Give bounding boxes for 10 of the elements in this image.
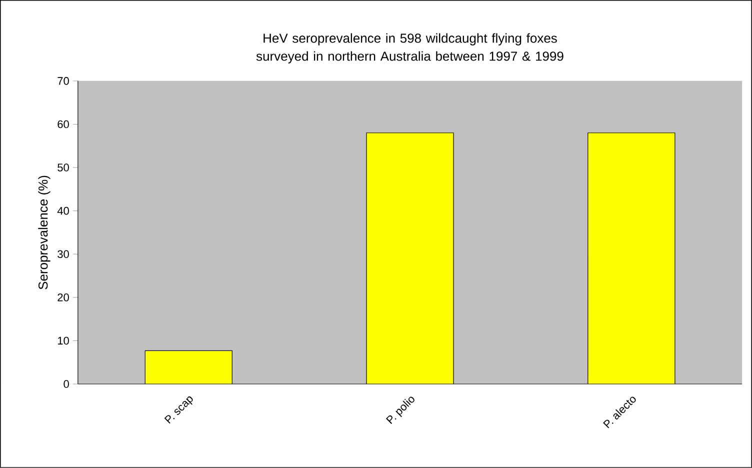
y-tick-label: 30 (58, 250, 69, 258)
y-tick-label: 40 (57, 206, 69, 215)
y-tick-label: 20 (58, 294, 69, 302)
y-tick-label: 0 (64, 380, 69, 388)
y-axis-title: Seroprevalence (%) (38, 176, 50, 290)
y-tick-label: 50 (58, 164, 69, 172)
y-tick-label: 60 (58, 120, 69, 128)
chart-title: HeV seroprevalence in 598 wildcaught flying foxes surveyed in northern Australia between 1997 & 1999 (256, 33, 564, 64)
y-tick-label: 70 (58, 77, 69, 85)
y-tick-label: 10 (58, 336, 69, 345)
